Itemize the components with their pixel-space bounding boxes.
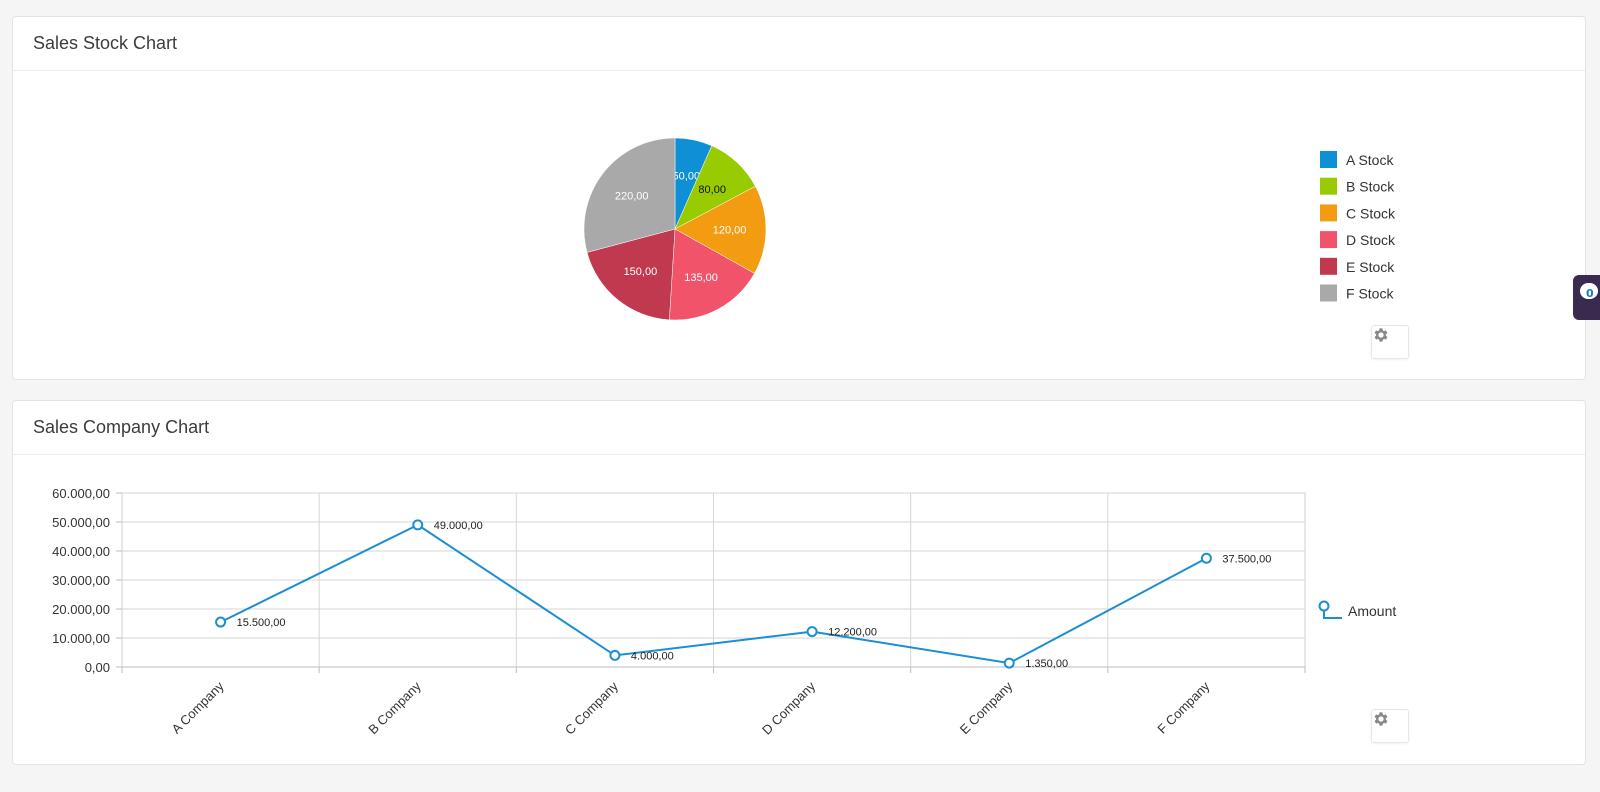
line-chart: 0,00 10.000,00 20.000,00 30.000,00 40.000,00… [52,486,1396,738]
x-tick-label: A Company [169,678,227,736]
legend-label: A Stock [1346,152,1394,168]
y-tick-label: 60.000,00 [52,486,110,501]
y-tick-label: 20.000,00 [52,602,110,617]
legend-label: Amount [1348,603,1396,619]
legend-line [1323,611,1342,619]
legend-swatch [1320,177,1337,195]
panel-header: Sales Stock Chart [13,17,1585,71]
data-label: 15.500,00 [237,617,286,629]
data-label: 4.000,00 [631,650,674,662]
legend-swatch [1320,151,1337,168]
y-tick-label: 0,00 [85,660,110,675]
legend-label: D Stock [1346,232,1396,248]
chart-settings-button[interactable] [1371,709,1409,743]
legend-swatch [1320,231,1337,249]
chart-settings-button[interactable] [1371,325,1409,359]
legend-label: F Stock [1346,286,1394,302]
pie-data-label: 80,00 [698,184,726,196]
panel-title: Sales Stock Chart [33,33,178,53]
gear-icon [1374,712,1388,726]
pie-slice [586,228,676,321]
x-tick-label: B Company [365,678,424,737]
series-line [220,523,1207,665]
pie-data-label: 220,00 [615,191,649,203]
pie-data-label: 50,00 [673,171,701,183]
pie-data-label: 120,00 [713,225,747,237]
data-label: 37.500,00 [1222,553,1271,565]
legend-swatch [1320,204,1337,222]
panel-header: Sales Company Chart [13,401,1585,455]
y-tick-label: 10.000,00 [52,631,110,646]
y-tick-label: 50.000,00 [52,515,110,530]
data-label: 12.200,00 [828,627,877,639]
legend-label: B Stock [1346,179,1395,195]
y-tick-label: 40.000,00 [52,544,110,559]
legend-marker [1318,600,1330,612]
legend-label: C Stock [1346,205,1396,221]
data-point [806,626,818,638]
x-tick-label: E Company [957,678,1016,737]
sales-company-panel: Sales Company Chart 0,00 10.000,00 20.000,… [12,400,1586,765]
pie-slice [674,185,767,274]
pie-slice [669,228,755,321]
pie-data-label: 150,00 [624,266,658,278]
legend-swatch [1320,257,1337,275]
data-label: 49.000,00 [434,520,483,532]
chat-bubble-icon [1580,283,1598,299]
data-point [609,649,621,661]
x-tick-label: C Company [562,678,621,737]
y-tick-label: 30.000,00 [52,573,110,588]
data-point [215,616,227,628]
chat-widget-button[interactable]: 0 [1573,275,1600,320]
data-label: 1.350,00 [1025,658,1068,670]
data-point [1003,657,1015,669]
gear-icon [1374,328,1388,342]
data-point [1200,552,1212,564]
chat-unread-count: 0 [1586,287,1594,300]
legend-swatch [1320,284,1337,302]
x-tick-label: F Company [1154,678,1212,736]
panel-title: Sales Company Chart [33,417,210,437]
legend-label: E Stock [1346,259,1395,275]
data-point [412,519,424,531]
pie-slice [583,137,676,253]
x-tick-label: D Company [759,678,818,737]
pie-data-label: 135,00 [684,272,718,284]
sales-stock-panel: Sales Stock Chart 50,00 80,00 120,00 135,00… [12,16,1586,380]
